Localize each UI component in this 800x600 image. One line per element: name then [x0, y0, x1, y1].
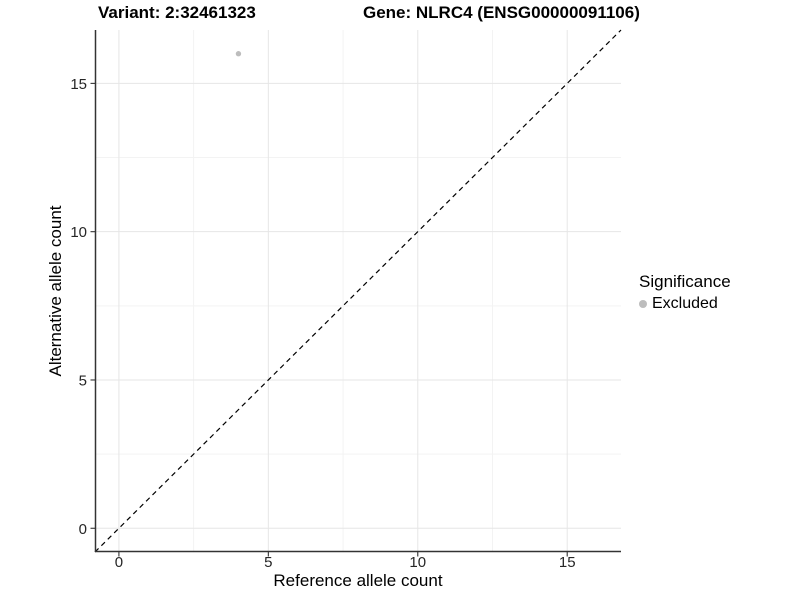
x-axis-label: Reference allele count [273, 571, 443, 590]
x-tick-label: 15 [559, 554, 576, 571]
gene-title: Gene: NLRC4 (ENSG00000091106) [363, 3, 640, 22]
y-axis-label: Alternative allele count [45, 205, 65, 377]
scatter-plot-canvas: 0 5 10 15 0 5 10 15 [70, 29, 622, 571]
y-tick-label: 0 [79, 521, 87, 538]
legend-point-icon [639, 299, 647, 308]
legend-title: Significance [639, 272, 731, 291]
variant-title: Variant: 2:32461323 [98, 3, 256, 22]
x-tick-label: 5 [264, 554, 272, 571]
legend-item-excluded: Excluded [639, 294, 731, 313]
y-tick-label: 15 [70, 76, 87, 93]
data-point [235, 51, 242, 57]
x-tick-label: 10 [409, 554, 426, 571]
legend-item-label: Excluded [652, 295, 718, 313]
plot-panel: 0 5 10 15 0 5 10 15 [70, 29, 622, 571]
y-tick-label: 5 [79, 372, 87, 389]
x-tick-label: 0 [115, 554, 123, 571]
y-tick-label: 10 [70, 224, 87, 241]
legend: Significance Excluded [639, 272, 731, 314]
identity-dashed-line [94, 29, 622, 553]
